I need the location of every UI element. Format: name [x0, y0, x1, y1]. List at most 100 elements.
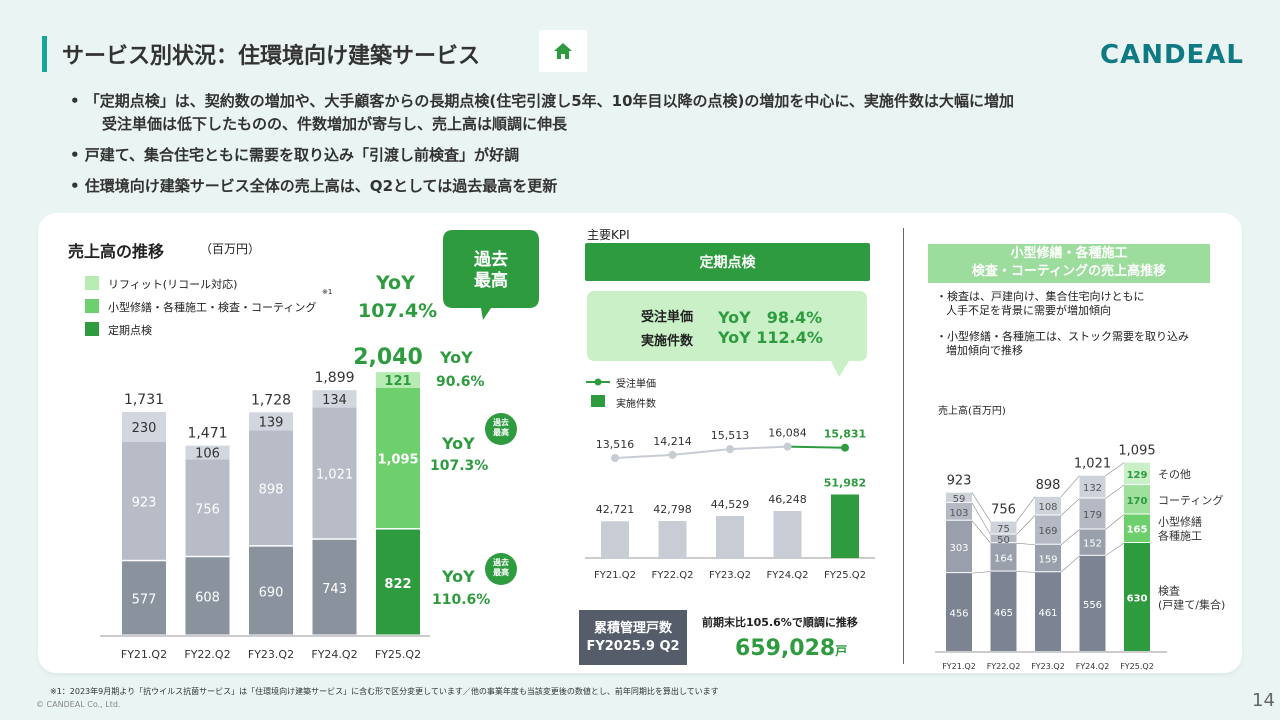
legend-label-repair: 小型修繕・各種施工・検査・コーティング: [108, 301, 317, 314]
bar-segment: [312, 407, 357, 539]
bar-segment-label: 179: [1083, 510, 1102, 521]
page-title: サービス別状況：住環境向け建築サービス: [62, 44, 481, 69]
bar-segment-label: 50: [997, 535, 1010, 546]
connector-line: [1060, 498, 1080, 516]
bar-segment: [1035, 544, 1061, 572]
bar-segment-label: 1,021: [316, 468, 353, 483]
yoy-refit-label: YoY: [440, 348, 473, 367]
bar-segment-label: 75: [997, 524, 1010, 535]
price-line-segment: [787, 445, 846, 449]
left-chart-title: 売上高の推移: [68, 242, 165, 261]
bar-total-label: 1,728: [251, 392, 291, 408]
x-tick-label: FY24.Q2: [311, 648, 357, 661]
home-button[interactable]: [539, 30, 587, 72]
bar-segment-label: 139: [259, 415, 284, 430]
bar-segment: [185, 557, 230, 635]
yoy-repair-value: 107.3%: [430, 458, 489, 474]
x-tick-label: FY22.Q2: [987, 662, 1021, 671]
managed-units-date: FY2025.9 Q2: [586, 639, 680, 654]
x-tick-label: FY22.Q2: [652, 570, 694, 581]
bar-segment: [946, 520, 972, 573]
price-line-segment: [672, 448, 731, 456]
connector-line: [1105, 542, 1125, 557]
kpi-price-value: YoY 98.4%: [718, 308, 823, 327]
kpi-banner: 定期点検: [585, 243, 870, 281]
bar-total-label: 2,040: [353, 345, 423, 370]
bar-segment-label: 121: [384, 374, 411, 389]
connector-line: [1060, 555, 1080, 573]
right-legend-label: 検査: [1158, 584, 1180, 598]
bar-segment-label: 556: [1083, 600, 1102, 611]
bar-segment: [376, 387, 420, 529]
price-point-label: 13,516: [596, 438, 635, 451]
left-stacked-bar-chart: 577 923 230 1,731 FY21.Q2 608 756 106 1,471 FY22.…: [100, 345, 430, 661]
bar-segment-label: 129: [1127, 470, 1148, 481]
kpi-price-label: 受注単価: [641, 310, 694, 325]
record-bubble: [443, 230, 539, 320]
bar-segment-label: 230: [132, 421, 157, 436]
x-tick-label: FY23.Q2: [709, 570, 751, 581]
section-divider: [903, 228, 904, 664]
right-banner: 小型修繕・各種施工 検査・コーティングの売上高推移: [928, 244, 1210, 283]
right-note-1b: 人手不足を背景に需要が増加傾向: [946, 304, 1111, 317]
price-point: [726, 445, 734, 454]
bar-segment-label: 108: [1038, 502, 1057, 513]
bar-segment: [1124, 462, 1150, 485]
price-point-label: 15,831: [824, 428, 866, 441]
left-chart-unit: （百万円）: [200, 242, 261, 256]
bar-segment-label: 898: [259, 482, 284, 497]
total-yoy-label: YoY: [376, 272, 415, 294]
bar-segment: [990, 543, 1017, 571]
bar-segment-label: 822: [384, 577, 411, 592]
connector-line: [1016, 542, 1036, 546]
bar-segment-label: 303: [949, 543, 968, 554]
bar-segment-label: 461: [1038, 608, 1057, 619]
bar-segment: [122, 441, 166, 560]
record-badge-repair: 過去 最高: [485, 413, 517, 445]
bullet-3: • 住環境向け建築サービス全体の売上高は、Q2としては過去最高を更新: [70, 177, 558, 195]
bar-segment: [1124, 514, 1150, 543]
bar-segment-label: 169: [1038, 526, 1057, 537]
yoy-refit-value: 90.6%: [436, 374, 485, 390]
count-bar-label: 51,982: [824, 476, 866, 489]
right-legend-label: コーティング: [1158, 493, 1223, 507]
connector-line: [1016, 571, 1036, 573]
bullet-1: • 「定期点検」は、契約数の増加や、大手顧客からの長期点検(住宅引渡し5年、10…: [70, 92, 1014, 110]
bar-segment-label: 743: [322, 582, 347, 597]
price-point-label: 15,513: [711, 429, 750, 442]
count-bar-label: 46,248: [768, 493, 807, 506]
price-line-segment: [729, 445, 788, 451]
x-tick-label: FY25.Q2: [375, 648, 421, 661]
bar-total-label: 1,021: [1074, 457, 1111, 472]
bar-segment: [1079, 529, 1106, 555]
legend-count-swatch: [591, 395, 605, 407]
bar-segment: [946, 502, 972, 520]
bar-segment-label: 630: [1127, 594, 1148, 605]
managed-units-note: 前期末比105.6%で順調に推移: [702, 616, 858, 629]
bullet-1-cont: 受注単価は低下したものの、件数増加が寄与し、売上高は順調に伸長: [102, 115, 568, 133]
legend-count-label: 実施件数: [616, 399, 656, 410]
x-tick-label: FY24.Q2: [1076, 662, 1110, 671]
bar-segment: [249, 546, 293, 635]
count-bar: [601, 521, 629, 558]
bar-total-label: 898: [1036, 478, 1061, 493]
right-legend-label: 小型修繕: [1158, 515, 1202, 529]
legend-swatch-repair: [85, 299, 99, 313]
managed-units-box: 累積管理戸数 FY2025.9 Q2: [579, 610, 687, 665]
x-tick-label: FY21.Q2: [121, 648, 167, 661]
connector-line: [971, 520, 991, 544]
bar-segment: [185, 445, 230, 460]
bar-segment: [990, 521, 1017, 534]
bar-segment-label: 456: [949, 609, 968, 620]
bar-segment-label: 165: [1127, 525, 1148, 536]
right-banner-line2: 検査・コーティングの売上高推移: [971, 264, 1167, 279]
kpi-count-label: 実施件数: [641, 334, 694, 349]
record-badge-inspection: 過去 最高: [485, 553, 517, 585]
price-point: [611, 454, 619, 462]
right-legend-label: (戸建て/集合): [1158, 598, 1225, 612]
managed-units-label: 累積管理戸数: [593, 621, 672, 636]
candeal-logo: CANDEAL: [1100, 40, 1244, 70]
footnote: ※1：2023年9月期より「抗ウイルス抗菌サービス」は「住環境向け建築サービス」…: [50, 687, 719, 696]
connector-line: [1016, 496, 1036, 522]
